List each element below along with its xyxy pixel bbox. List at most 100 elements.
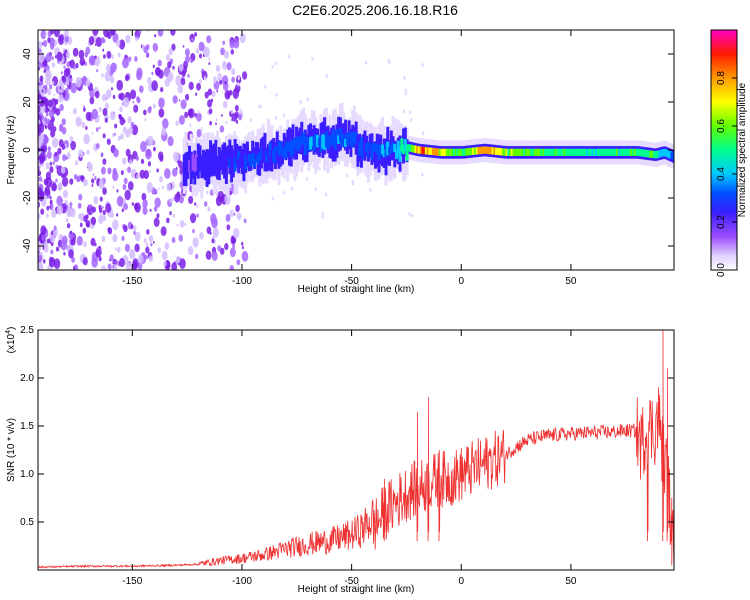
ridge-core — [638, 149, 642, 157]
snr-background — [38, 330, 674, 570]
noise-speckle — [101, 235, 106, 243]
ridge-core — [251, 153, 255, 162]
noise-speckle — [56, 195, 63, 207]
noise-speckle — [109, 111, 116, 121]
noise-speckle — [49, 205, 52, 209]
ridge-core — [624, 148, 628, 156]
faint-speckle — [421, 172, 424, 177]
noise-speckle — [179, 258, 186, 270]
noise-speckle — [122, 126, 128, 134]
noise-speckle — [167, 61, 172, 69]
ridge-core — [303, 139, 307, 156]
noise-speckle — [141, 192, 147, 201]
noise-speckle — [116, 79, 124, 91]
faint-speckle — [274, 115, 278, 120]
noise-speckle — [211, 238, 215, 244]
faint-speckle — [258, 104, 261, 109]
ridge-outer — [238, 145, 242, 166]
noise-speckle — [83, 105, 85, 108]
ridge-core — [428, 147, 432, 155]
noise-speckle — [190, 58, 193, 64]
noise-speckle — [234, 104, 239, 112]
noise-speckle — [203, 46, 210, 58]
ridge-core — [295, 136, 299, 150]
faint-speckle — [325, 74, 328, 79]
noise-speckle — [46, 238, 50, 244]
ridge-core — [623, 148, 627, 156]
faint-speckle — [197, 109, 200, 114]
noise-speckle — [40, 225, 47, 236]
ridge-core — [545, 148, 549, 156]
noise-speckle — [59, 123, 63, 128]
faint-speckle — [203, 76, 207, 81]
ridge-core — [182, 161, 186, 175]
noise-speckle — [171, 262, 178, 270]
noise-speckle — [70, 140, 77, 151]
noise-speckle — [153, 206, 158, 212]
noise-speckle — [159, 175, 164, 183]
noise-speckle — [148, 255, 153, 262]
noise-speckle — [64, 30, 69, 37]
noise-speckle — [73, 266, 76, 270]
noise-speckle — [53, 258, 61, 270]
noise-speckle — [187, 246, 194, 256]
faint-speckle — [283, 190, 286, 195]
ridge-core — [452, 148, 456, 156]
noise-speckle — [38, 51, 45, 63]
noise-speckle — [62, 189, 68, 199]
noise-speckle — [135, 37, 138, 42]
noise-speckle — [235, 120, 239, 124]
noise-speckle — [215, 122, 217, 126]
ridge-core — [237, 151, 241, 161]
noise-speckle — [147, 161, 152, 167]
noise-speckle — [102, 48, 105, 52]
noise-speckle — [110, 62, 117, 73]
noise-speckle — [45, 52, 52, 63]
ridge-core — [533, 148, 537, 156]
noise-speckle — [207, 99, 213, 108]
noise-speckle — [54, 98, 59, 105]
ridge-core — [403, 139, 407, 151]
snr-x-axis-label: Height of straight line (km) — [298, 584, 415, 595]
ridge-core — [477, 147, 481, 155]
noise-speckle — [143, 170, 150, 180]
noise-speckle — [168, 47, 174, 56]
ridge-core — [366, 141, 370, 159]
ridge-core — [584, 148, 588, 156]
noise-speckle — [233, 38, 240, 49]
noise-speckle — [114, 123, 118, 129]
snr-y-tick-label: 1.0 — [20, 469, 34, 480]
ridge-core — [568, 148, 572, 156]
noise-speckle — [239, 33, 246, 44]
noise-speckle — [185, 55, 190, 64]
ridge-core — [256, 154, 260, 165]
noise-speckle — [127, 116, 132, 124]
noise-speckle — [111, 54, 114, 60]
noise-speckle — [83, 241, 87, 248]
faint-speckle — [408, 110, 412, 115]
ridge-core — [645, 150, 649, 158]
ridge-core — [258, 152, 262, 161]
noise-speckle — [38, 142, 41, 149]
ridge-outer — [384, 138, 388, 176]
spectrogram-y-tick-label: -40 — [22, 238, 33, 253]
noise-speckle — [99, 213, 103, 219]
ridge-core — [200, 157, 204, 168]
noise-speckle — [100, 37, 105, 44]
noise-speckle — [50, 234, 56, 243]
noise-speckle — [98, 256, 102, 262]
noise-speckle — [55, 108, 61, 116]
noise-speckle — [121, 208, 125, 213]
noise-speckle — [134, 243, 140, 253]
noise-speckle — [136, 96, 140, 103]
ridge-core — [538, 148, 542, 156]
noise-speckle — [156, 189, 159, 194]
noise-speckle — [188, 108, 195, 119]
ridge-core — [472, 147, 476, 155]
snr-y-tick-label: 2.5 — [20, 325, 34, 336]
ridge-core — [207, 160, 211, 169]
ridge-core — [544, 148, 548, 156]
noise-speckle — [189, 213, 197, 224]
ridge-core — [333, 134, 337, 150]
noise-speckle — [167, 136, 174, 147]
